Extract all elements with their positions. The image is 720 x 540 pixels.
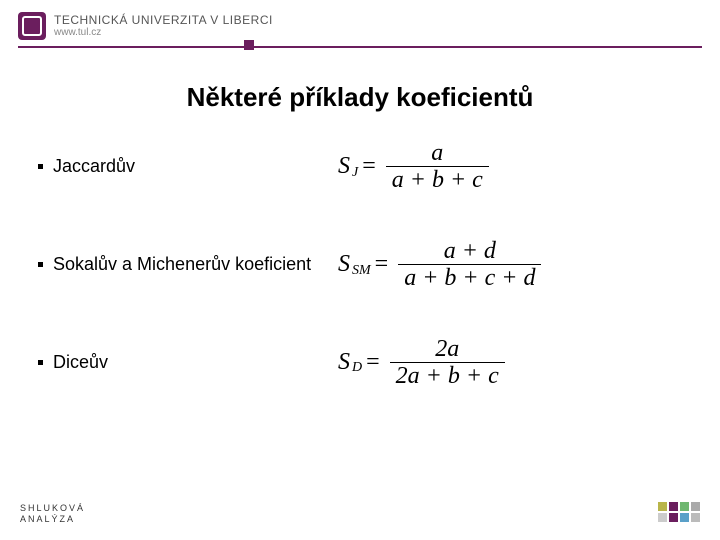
formula-symbol: S — [338, 153, 350, 180]
university-url: www.tul.cz — [54, 28, 273, 38]
bullet-item: Diceův — [38, 352, 338, 373]
slide-header: TECHNICKÁ UNIVERZITA V LIBERCI www.tul.c… — [18, 12, 273, 40]
footer-square — [658, 513, 667, 522]
header-divider — [18, 46, 702, 48]
logo-inner-shape — [22, 16, 42, 36]
coefficient-label: Jaccardův — [53, 156, 135, 177]
footer-line-2: ANALÝZA — [20, 514, 75, 524]
formula-symbol: S — [338, 251, 350, 278]
denominator: a + b + c — [386, 166, 489, 193]
footer-square — [669, 502, 678, 511]
footer-square — [680, 502, 689, 511]
coefficient-label: Sokalův a Michenerův koeficient — [53, 254, 311, 275]
denominator: a + b + c + d — [398, 264, 541, 291]
footer-square — [680, 513, 689, 522]
footer-square — [658, 502, 667, 511]
coefficient-row: Sokalův a Michenerův koeficient S SM = a… — [38, 238, 690, 292]
bullet-item: Jaccardův — [38, 156, 338, 177]
fraction: a a + b + c — [386, 140, 489, 194]
formula-subscript: J — [352, 165, 358, 181]
bullet-icon — [38, 164, 43, 169]
footer-line-1: SHLUKOVÁ — [20, 503, 85, 513]
coefficient-row: Jaccardův S J = a a + b + c — [38, 140, 690, 194]
university-text-block: TECHNICKÁ UNIVERZITA V LIBERCI www.tul.c… — [54, 14, 273, 38]
denominator: 2a + b + c — [390, 362, 505, 389]
numerator: 2a — [429, 336, 465, 362]
formula-subscript: D — [352, 360, 362, 376]
footer-square — [691, 513, 700, 522]
header-accent-square — [244, 40, 254, 50]
footer-square — [669, 513, 678, 522]
formula-symbol: S — [338, 349, 350, 376]
footer-square — [691, 502, 700, 511]
formula-sokal-michener: S SM = a + d a + b + c + d — [338, 238, 541, 292]
bullet-icon — [38, 262, 43, 267]
university-logo — [18, 12, 46, 40]
formula-jaccard: S J = a a + b + c — [338, 140, 489, 194]
numerator: a + d — [438, 238, 502, 264]
bullet-icon — [38, 360, 43, 365]
bullet-item: Sokalův a Michenerův koeficient — [38, 254, 338, 275]
fraction: 2a 2a + b + c — [390, 336, 505, 390]
slide-title: Některé příklady koeficientů — [0, 82, 720, 113]
footer-label: SHLUKOVÁ ANALÝZA — [20, 503, 85, 526]
coefficient-row: Diceův S D = 2a 2a + b + c — [38, 336, 690, 390]
equals-sign: = — [366, 349, 380, 376]
numerator: a — [425, 140, 449, 166]
content-area: Jaccardův S J = a a + b + c Sokalův a Mi… — [38, 140, 690, 433]
fraction: a + d a + b + c + d — [398, 238, 541, 292]
formula-subscript: SM — [352, 263, 371, 279]
formula-dice: S D = 2a 2a + b + c — [338, 336, 505, 390]
equals-sign: = — [362, 153, 376, 180]
equals-sign: = — [375, 251, 389, 278]
university-name: TECHNICKÁ UNIVERZITA V LIBERCI — [54, 14, 273, 26]
coefficient-label: Diceův — [53, 352, 108, 373]
footer-pattern — [658, 502, 700, 522]
